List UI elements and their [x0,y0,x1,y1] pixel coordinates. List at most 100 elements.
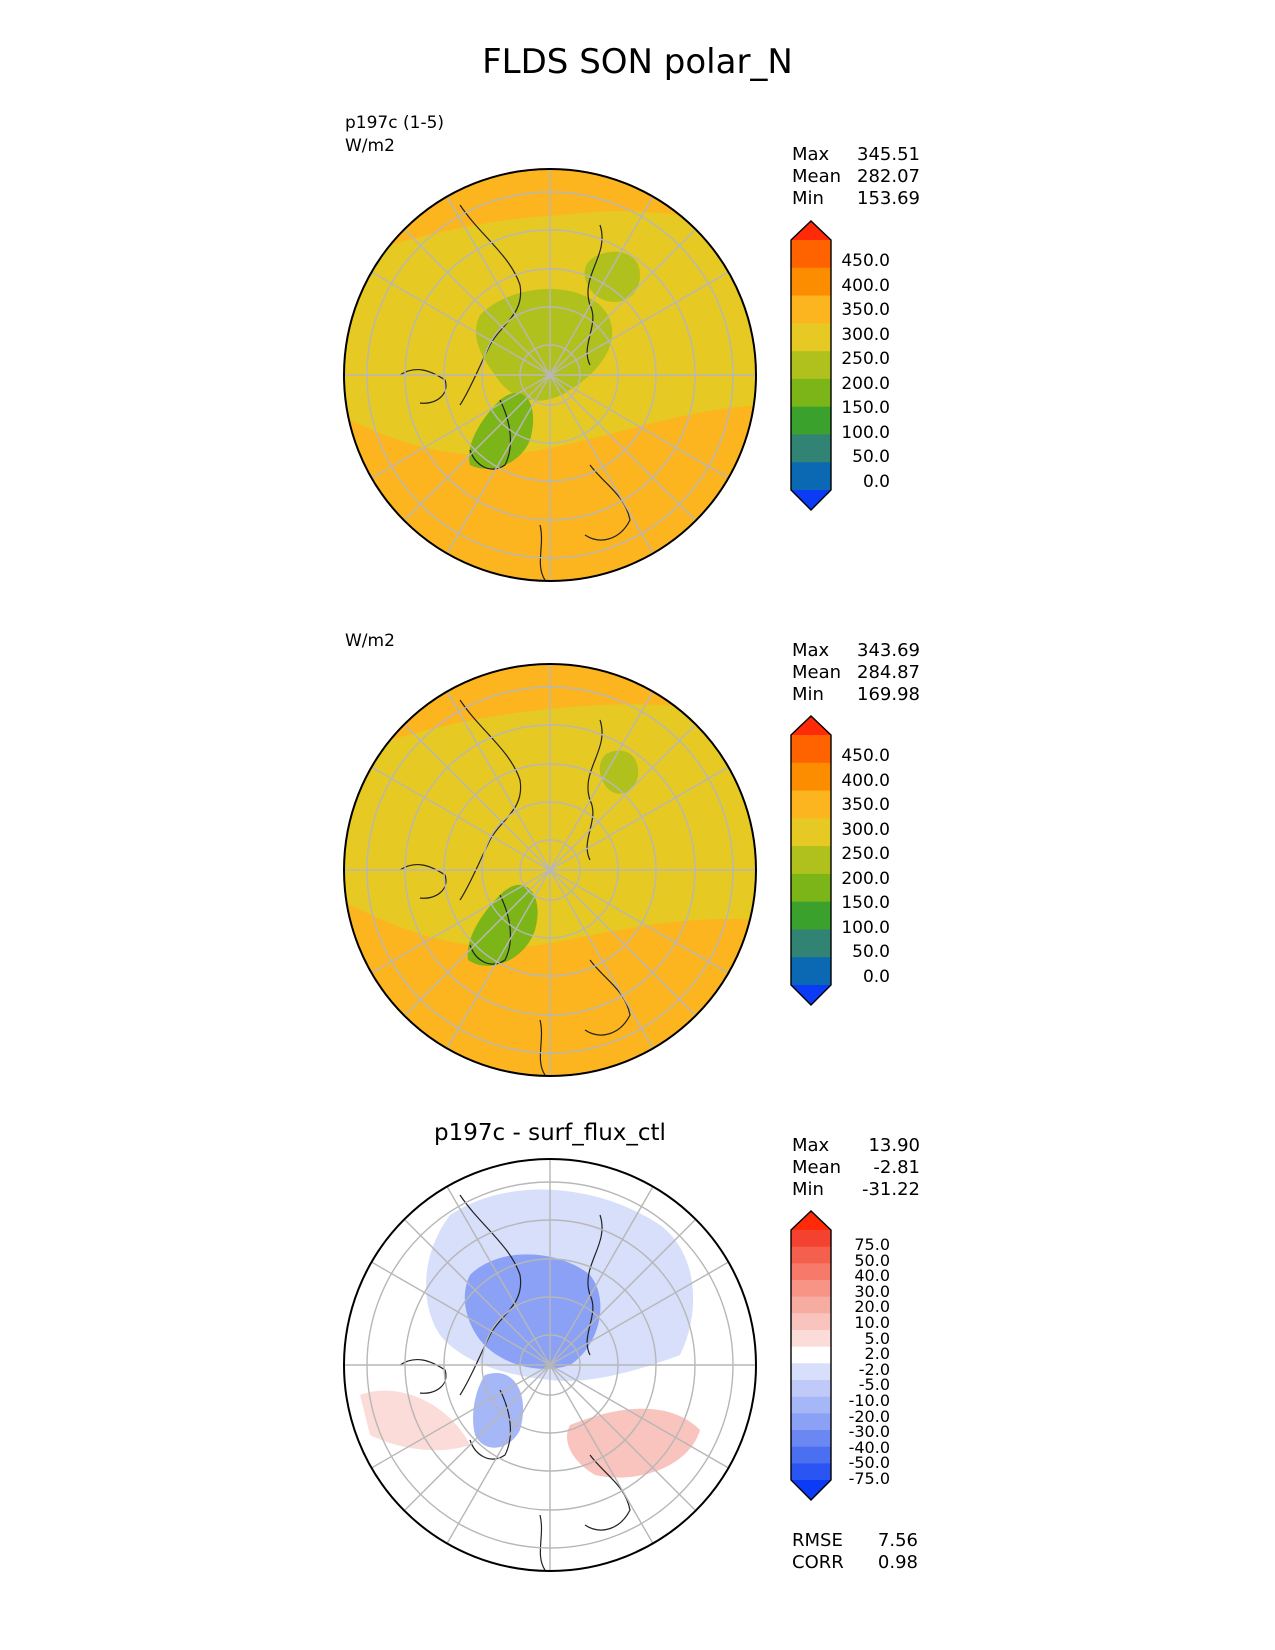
colorbar1-lower-extension [791,490,831,510]
colorbar3-tick: 2.0 [864,1344,890,1364]
min-label: Min [792,684,824,705]
colorbar2-cell [791,957,831,986]
colorbar3-tick: 30.0 [854,1281,890,1301]
panel3-title: p197c - surf_flux_ctl [434,1120,666,1146]
mean-label: Mean [792,662,842,683]
map1-cold-region-siberia [584,251,640,303]
panel1-case-label: p197c (1-5) [345,113,445,133]
colorbar3-cell [791,1446,831,1464]
colorbar2-outline [790,715,832,1006]
max-label: Max [792,640,830,661]
panel3-stats: Max 13.90 Mean -2.81 Min -31.22 [792,1135,920,1201]
max-label: Max [792,144,830,165]
colorbar3-cell [791,1280,831,1298]
mean-label: Mean [792,1157,842,1178]
colorbar1-tick: 50.0 [852,447,890,467]
colorbar3-tick: -20.0 [848,1406,890,1426]
colorbar2-tick: 400.0 [841,770,890,791]
colorbar2-tick: 0.0 [862,966,890,987]
colorbar1-cell [791,323,831,352]
colorbar3-cell [791,1263,831,1281]
mean-value: 282.07 [857,166,920,187]
colorbar1-cell [791,462,831,491]
map1-graticule [344,169,756,581]
colorbar1-cell [791,240,831,269]
colorbar1-cell [791,378,831,408]
colorbar1-cell [791,434,831,463]
colorbar3-tick: -50.0 [848,1453,890,1473]
colorbar3-tick: -40.0 [848,1437,890,1457]
colorbar3-tick: 10.0 [854,1313,890,1332]
colorbar3-tick: -2.0 [858,1359,890,1379]
panel3-polar-map [343,1158,757,1572]
panel2-units-label: W/m2 [345,631,395,651]
map1-boundary [343,168,757,582]
colorbar1-tick: 250.0 [841,349,890,369]
mean-label: Mean [792,166,842,187]
colorbar1-tick: 450.0 [841,251,890,271]
colorbar1-tick: 300.0 [841,324,890,345]
colorbar3-tick: 20.0 [854,1297,890,1317]
colorbar3-cell [791,1463,831,1481]
map2-boundary [343,663,757,1077]
colorbar2-tick: 150.0 [841,893,890,913]
map3-positive-anomaly-west [360,1390,470,1451]
colorbar2-cell [791,929,831,958]
colorbar2-lower-extension [791,985,831,1005]
panel2-polar-map [343,663,757,1077]
map3-boundary [343,1158,757,1572]
panel1-stats: Max 345.51 Mean 282.07 Min 153.69 [792,144,920,210]
colorbar1-tick: 400.0 [841,275,890,296]
map2-graticule [344,664,756,1076]
panel3-colorbar [790,1210,832,1501]
colorbar1-cell [791,267,831,297]
colorbar3-cell [791,1380,831,1398]
colorbar3-upper-extension [791,1211,831,1230]
mean-value: 284.87 [857,662,920,683]
colorbar2-cell [791,818,831,847]
rmse-value: 7.56 [877,1530,918,1551]
colorbar1-tick: 200.0 [841,373,890,394]
colorbar3-cell [791,1296,831,1314]
colorbar2-cell [791,901,831,931]
colorbar2-cell [791,873,831,903]
colorbar2-cell [791,790,831,819]
colorbar2-tick: 200.0 [841,868,890,889]
colorbar3-cell [791,1330,831,1348]
map2-cold-region-greenland [467,884,538,966]
rmse-label: RMSE [792,1530,843,1551]
colorbar1-cell [791,295,831,324]
corr-label: CORR [792,1552,844,1573]
colorbar3-cell [791,1230,831,1248]
colorbar2-tick: 100.0 [841,917,890,938]
colorbar2-tick: 350.0 [841,795,890,815]
colorbar3-tick: 40.0 [854,1266,890,1286]
colorbar3-tick: -75.0 [848,1469,890,1488]
colorbar2-cell [791,846,831,875]
colorbar3-cell [791,1396,831,1414]
colorbar3-tick: -5.0 [858,1375,890,1395]
colorbar2-tick: 300.0 [841,819,890,840]
max-label: Max [792,1135,830,1156]
colorbar2-cell [791,735,831,764]
min-label: Min [792,1179,824,1200]
colorbar2-upper-extension [791,716,831,735]
corr-value: 0.98 [877,1552,918,1573]
colorbar1-outline [790,220,832,511]
figure-title: FLDS SON polar_N [482,42,793,82]
colorbar1-tick: 0.0 [862,471,890,492]
colorbar3-cell [791,1313,831,1331]
panel1-colorbar [790,220,832,511]
min-value: -31.22 [861,1179,920,1200]
colorbar2-tick: 250.0 [841,844,890,864]
colorbar3-cell [791,1246,831,1264]
colorbar3-tick: -10.0 [848,1391,890,1410]
colorbar2-cell [791,762,831,792]
max-value: 345.51 [857,144,920,165]
colorbar3-cell [791,1363,831,1381]
max-value: 343.69 [857,640,920,661]
colorbar3-cell [791,1346,831,1364]
map1-cold-region-greenland [469,392,534,469]
min-value: 153.69 [857,188,920,209]
colorbar1-cell [791,406,831,436]
